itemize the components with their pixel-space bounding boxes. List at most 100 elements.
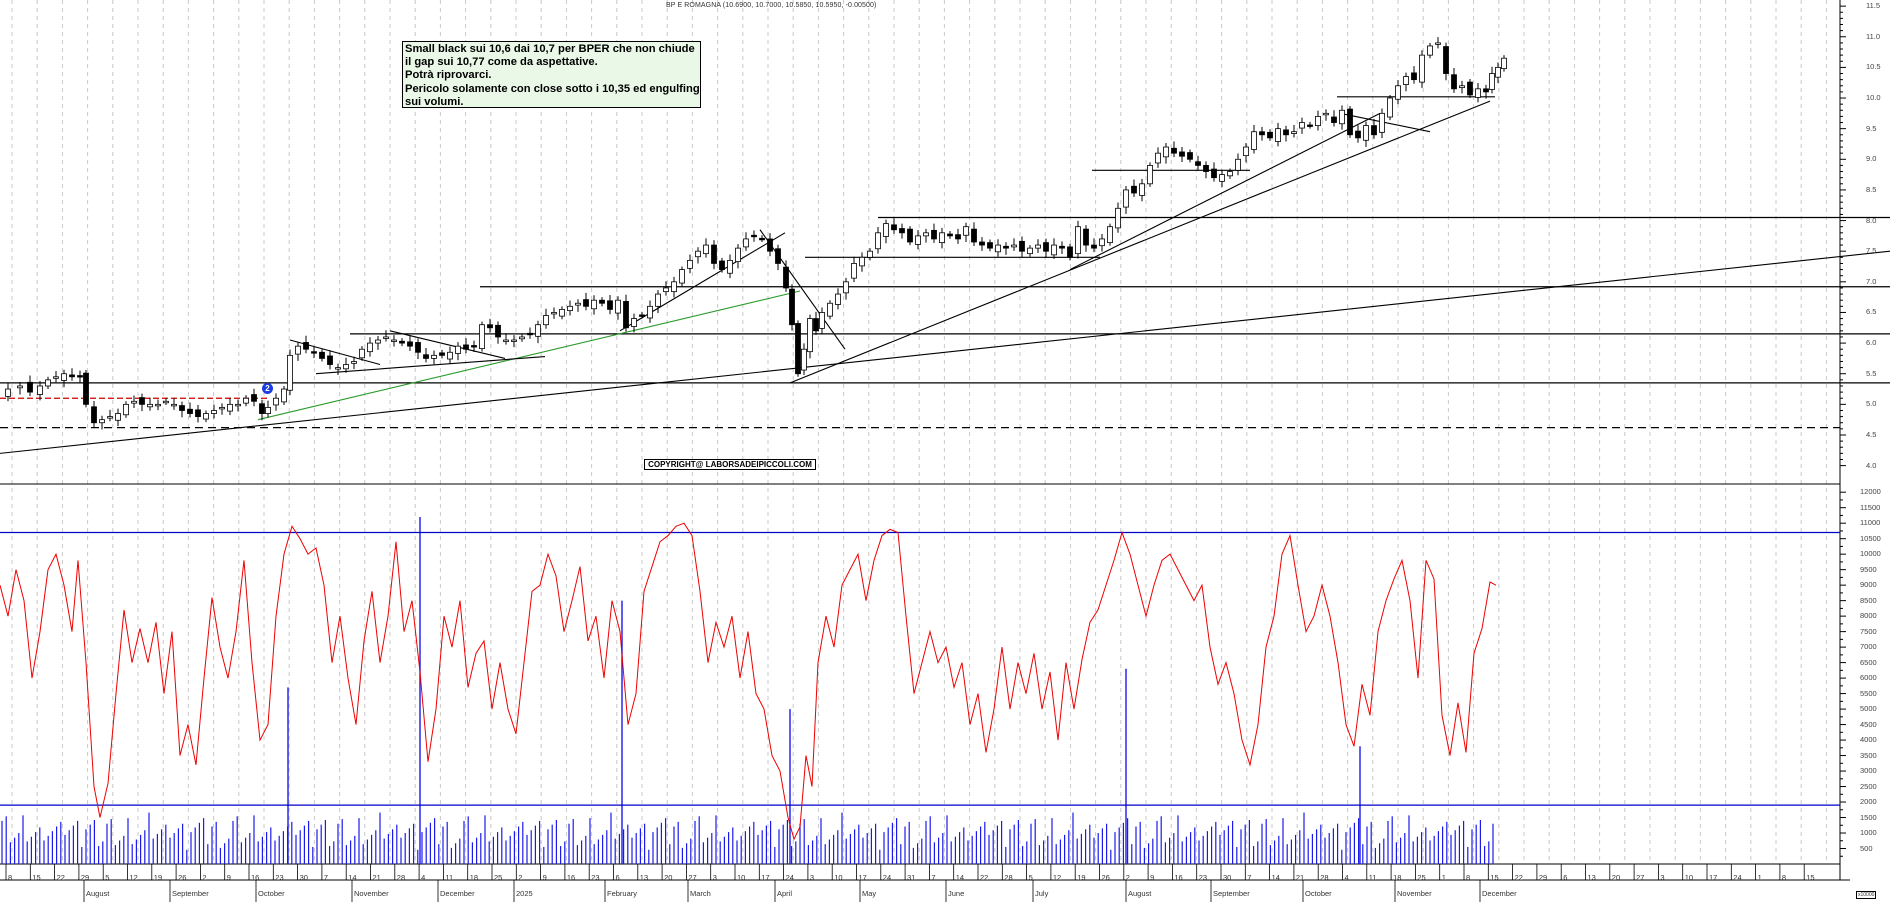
x-axis-day-label: 3 xyxy=(712,873,717,882)
price-axis-label: 6.0 xyxy=(1866,338,1877,348)
x-axis-day-label: 30 xyxy=(1223,873,1232,882)
x-axis-day-label: 14 xyxy=(348,873,357,882)
x-axis-day-label: 18 xyxy=(1393,873,1402,882)
x-axis-day-label: 23 xyxy=(275,873,284,882)
x-axis-day-label: 31 xyxy=(907,873,916,882)
x-axis-day-label: 17 xyxy=(761,873,770,882)
x-axis-month-label: November xyxy=(1397,889,1432,898)
price-axis-label: 5.0 xyxy=(1866,399,1877,409)
x-axis-day-label: 28 xyxy=(1004,873,1013,882)
x-axis-month-label: September xyxy=(1213,889,1250,898)
volume-axis-label: 11000 xyxy=(1860,518,1881,528)
x-axis-month-label: November xyxy=(354,889,389,898)
x-axis-month-label: July xyxy=(1035,889,1049,898)
price-axis-label: 10.5 xyxy=(1866,62,1881,72)
x-axis-day-label: 6 xyxy=(615,873,620,882)
x-axis-day-label: 10 xyxy=(1684,873,1694,882)
x-axis-day-label: 14 xyxy=(1271,873,1280,882)
x-axis-month-label: August xyxy=(1128,889,1152,898)
x-axis-day-label: 4 xyxy=(421,873,426,882)
x-axis-day-label: 17 xyxy=(858,873,867,882)
x-axis-day-label: 16 xyxy=(566,873,576,882)
annotation-box: Small black sui 10,6 dai 10,7 per BPER c… xyxy=(402,41,701,108)
x-axis-day-label: 5 xyxy=(105,873,110,882)
price-axis-label: 7.5 xyxy=(1866,246,1877,256)
x-axis-day-label: 12 xyxy=(1052,873,1062,882)
x-axis-day-label: 16 xyxy=(1174,873,1183,882)
volume-axis-label: 3500 xyxy=(1860,750,1877,760)
volume-axis-label: 10000 xyxy=(1860,549,1881,559)
x-axis-month-label: February xyxy=(607,889,638,898)
x-axis-day-label: 7 xyxy=(1247,873,1252,882)
x-axis-day-label: 10 xyxy=(834,873,843,882)
x-axis-month-label: August xyxy=(86,889,110,898)
x-axis-day-label: 29 xyxy=(1538,873,1548,882)
x-axis-day-label: 24 xyxy=(785,873,794,882)
x-axis-day-label: 8 xyxy=(1781,873,1787,882)
x-axis-day-label: 23 xyxy=(1198,873,1208,882)
x-axis-day-label: 7 xyxy=(931,873,936,882)
price-axis-label: 9.0 xyxy=(1866,154,1877,164)
price-axis-label: 4.0 xyxy=(1866,460,1877,470)
x-axis-month-label: 2025 xyxy=(516,889,533,898)
x-axis-day-label: 24 xyxy=(882,873,892,882)
x-axis-day-label: 9 xyxy=(542,873,547,882)
x-axis-day-label: 5 xyxy=(1028,873,1033,882)
volume-axis-label: 11500 xyxy=(1860,502,1881,512)
x-axis-day-label: 2 xyxy=(202,873,207,882)
x-axis-day-label: 25 xyxy=(1417,873,1426,882)
price-axis-label: 8.5 xyxy=(1866,184,1877,194)
price-axis-label: 9.5 xyxy=(1866,123,1877,133)
x-axis-day-label: 22 xyxy=(56,873,65,882)
x-axis-day-label: 14 xyxy=(955,873,965,882)
volume-axis-label: 3000 xyxy=(1860,766,1877,776)
x-axis-day-label: 11 xyxy=(445,873,454,882)
x-axis-month-label: June xyxy=(948,889,965,898)
x-axis-day-label: 28 xyxy=(1320,873,1329,882)
x-axis-day-label: 12 xyxy=(129,873,138,882)
price-axis-label: 10.0 xyxy=(1866,93,1881,103)
x-axis-day-label: 3 xyxy=(809,873,815,882)
price-axis-label: 8.0 xyxy=(1866,215,1877,225)
x-axis-day-label: 13 xyxy=(639,873,649,882)
x-axis-day-label: 4 xyxy=(1344,873,1349,882)
x-axis-day-label: 26 xyxy=(178,873,187,882)
x-axis-day-label: 8 xyxy=(1466,873,1471,882)
x-axis-day-label: 2 xyxy=(518,873,523,882)
x-axis-day-label: 26 xyxy=(1101,873,1110,882)
x-axis-day-label: 13 xyxy=(1587,873,1596,882)
volume-axis-label: 9000 xyxy=(1860,580,1877,590)
volume-axis-label: 2500 xyxy=(1860,781,1877,791)
x-axis-day-label: 20 xyxy=(664,873,673,882)
x-axis-month-label: October xyxy=(1305,889,1332,898)
volume-axis-label: 1000 xyxy=(1860,828,1877,838)
x-axis-month-label: May xyxy=(862,889,877,898)
x-axis-day-label: 27 xyxy=(688,873,697,882)
x-axis-day-label: 8 xyxy=(8,873,13,882)
volume-axis-label: 8500 xyxy=(1860,595,1877,605)
x-axis-day-label: 16 xyxy=(251,873,260,882)
x-axis-day-label: 21 xyxy=(1295,873,1305,882)
volume-axis-label: 9500 xyxy=(1860,564,1877,574)
volume-unit-label: x10000 xyxy=(1856,891,1877,899)
x-axis-day-label: 22 xyxy=(1514,873,1523,882)
x-axis-day-label: 1 xyxy=(1757,873,1762,882)
x-axis-day-label: 7 xyxy=(323,873,329,882)
x-axis-day-label: 15 xyxy=(1806,873,1815,882)
price-axis-label: 5.5 xyxy=(1866,368,1877,378)
x-axis-day-label: 18 xyxy=(469,873,479,882)
price-axis-label: 7.0 xyxy=(1866,276,1877,286)
x-axis-day-label: 30 xyxy=(299,873,308,882)
x-axis-month-label: April xyxy=(777,889,793,898)
volume-axis-label: 8000 xyxy=(1860,611,1877,621)
x-axis-day-label: 9 xyxy=(1150,873,1155,882)
x-axis-day-label: 2 xyxy=(1125,873,1130,882)
x-axis-day-label: 17 xyxy=(1709,873,1718,882)
annotation-line: sui volumi. xyxy=(405,95,464,108)
x-axis-day-label: 27 xyxy=(1636,873,1645,882)
volume-axis-label: 6000 xyxy=(1860,673,1877,683)
x-axis-day-label: 28 xyxy=(396,873,406,882)
x-axis-day-label: 22 xyxy=(980,873,989,882)
x-axis-day-label: 10 xyxy=(737,873,746,882)
x-axis-day-label: 9 xyxy=(226,873,231,882)
